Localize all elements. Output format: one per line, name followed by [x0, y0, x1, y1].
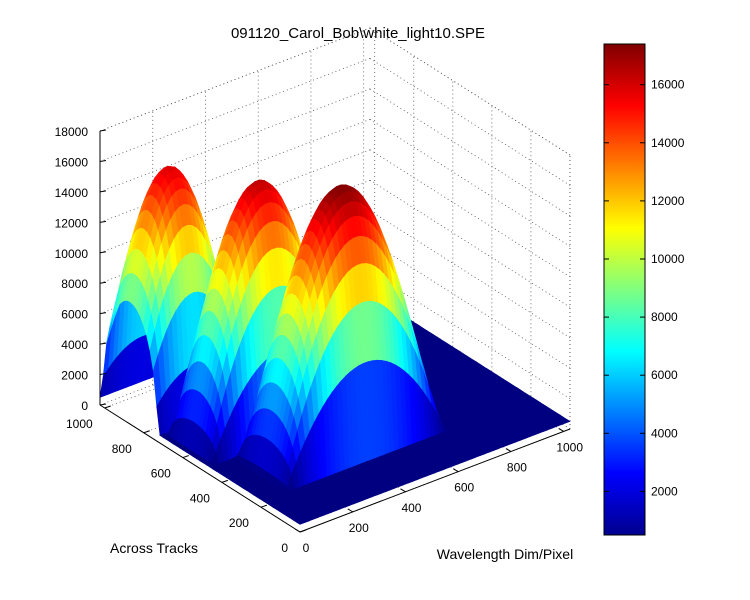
z-tick-label: 16000 — [55, 155, 89, 169]
across-tracks-tick-label: 200 — [229, 516, 249, 530]
z-tick-label: 14000 — [55, 186, 89, 200]
wavelength-axis-line — [299, 428, 571, 533]
colorbar-tick-label: 16000 — [651, 78, 685, 92]
colorbar-gradient — [603, 43, 646, 536]
colorbar-tick-label: 14000 — [651, 136, 685, 150]
grid-line — [99, 88, 371, 193]
z-tick-label: 4000 — [61, 338, 88, 352]
across-tracks-tick-label: 1000 — [66, 417, 93, 431]
wavelength-tick-label: 200 — [349, 521, 369, 535]
z-tick-mark — [99, 129, 107, 132]
across-tracks-tick-label: 800 — [112, 442, 132, 456]
z-tick-mark — [99, 312, 107, 315]
wavelength-tick-label: 600 — [454, 481, 474, 495]
wavelength-axis-ticks: 0 200 400 600 800 1000 — [294, 427, 583, 555]
wavelength-tick-label: 0 — [303, 541, 310, 555]
colorbar-tick-label: 10000 — [651, 252, 685, 266]
z-tick-mark — [99, 220, 107, 223]
across-tracks-axis-label: Across Tracks — [110, 540, 198, 556]
across-tracks-tick-mark — [143, 430, 150, 434]
box-edge — [369, 27, 571, 156]
colorbar-tick-label: 4000 — [651, 426, 678, 440]
colorbar: 2000 4000 6000 8000 10000 12000 14000 16000 — [603, 43, 685, 536]
grid-line — [369, 149, 571, 278]
across-tracks-tick-mark — [299, 529, 307, 533]
across-tracks-tick-label: 600 — [151, 467, 171, 481]
grid-line — [369, 88, 571, 217]
across-tracks-tick-mark — [104, 405, 111, 409]
grid-line — [369, 58, 571, 186]
chart-title: 091120_Carol_Bob\white_light10.SPE — [231, 25, 485, 42]
surface-patch — [296, 520, 306, 525]
colorbar-ticks: 2000 4000 6000 8000 10000 12000 14000 16000 — [604, 78, 685, 498]
grid-line — [369, 27, 571, 156]
wavelength-tick-mark — [294, 528, 301, 533]
wavelength-tick-mark — [452, 468, 459, 473]
z-tick-label: 10000 — [55, 247, 89, 261]
wavelength-tick-label: 400 — [401, 501, 421, 515]
surface-plot — [99, 165, 571, 525]
z-tick-label: 6000 — [61, 308, 88, 322]
across-tracks-tick-mark — [221, 479, 229, 483]
across-tracks-tick-mark — [260, 504, 268, 508]
z-axis-ticks: 0 2000 4000 6000 8000 10000 12000 14000 16000 180… — [55, 125, 107, 413]
across-tracks-tick-label: 400 — [190, 491, 210, 505]
across-tracks-tick-mark — [182, 455, 189, 459]
z-tick-mark — [99, 373, 107, 376]
wavelength-tick-mark — [558, 427, 564, 432]
wavelength-tick-label: 800 — [507, 461, 527, 475]
wavelength-tick-label: 1000 — [556, 440, 583, 454]
z-tick-label: 12000 — [55, 216, 89, 230]
across-tracks-axis-line — [99, 404, 301, 533]
colorbar-tick-label: 8000 — [651, 310, 678, 324]
grid-line — [369, 118, 571, 247]
z-tick-mark — [99, 251, 107, 254]
z-tick-mark — [99, 190, 107, 193]
grid-line — [99, 58, 371, 162]
z-tick-label: 18000 — [55, 125, 89, 139]
wavelength-axis-label: Wavelength Dim/Pixel — [437, 546, 573, 562]
axes-frame — [99, 131, 571, 533]
wavelength-tick-mark — [505, 448, 512, 452]
colorbar-tick-label: 2000 — [651, 484, 678, 498]
z-tick-mark — [99, 342, 107, 345]
wavelength-tick-mark — [347, 508, 353, 513]
z-tick-mark — [99, 159, 107, 162]
colorbar-tick-label: 12000 — [651, 194, 685, 208]
z-tick-mark — [99, 281, 107, 284]
wavelength-tick-mark — [400, 488, 406, 493]
z-tick-label: 8000 — [61, 277, 88, 291]
colorbar-tick-label: 6000 — [651, 368, 678, 382]
across-tracks-axis-ticks: 0 200 400 600 800 1000 — [66, 405, 307, 555]
z-tick-mark — [99, 403, 107, 406]
z-tick-label: 2000 — [61, 369, 88, 383]
box-edge — [99, 27, 371, 132]
across-tracks-tick-label: 0 — [281, 541, 288, 555]
z-tick-label: 0 — [81, 399, 88, 413]
